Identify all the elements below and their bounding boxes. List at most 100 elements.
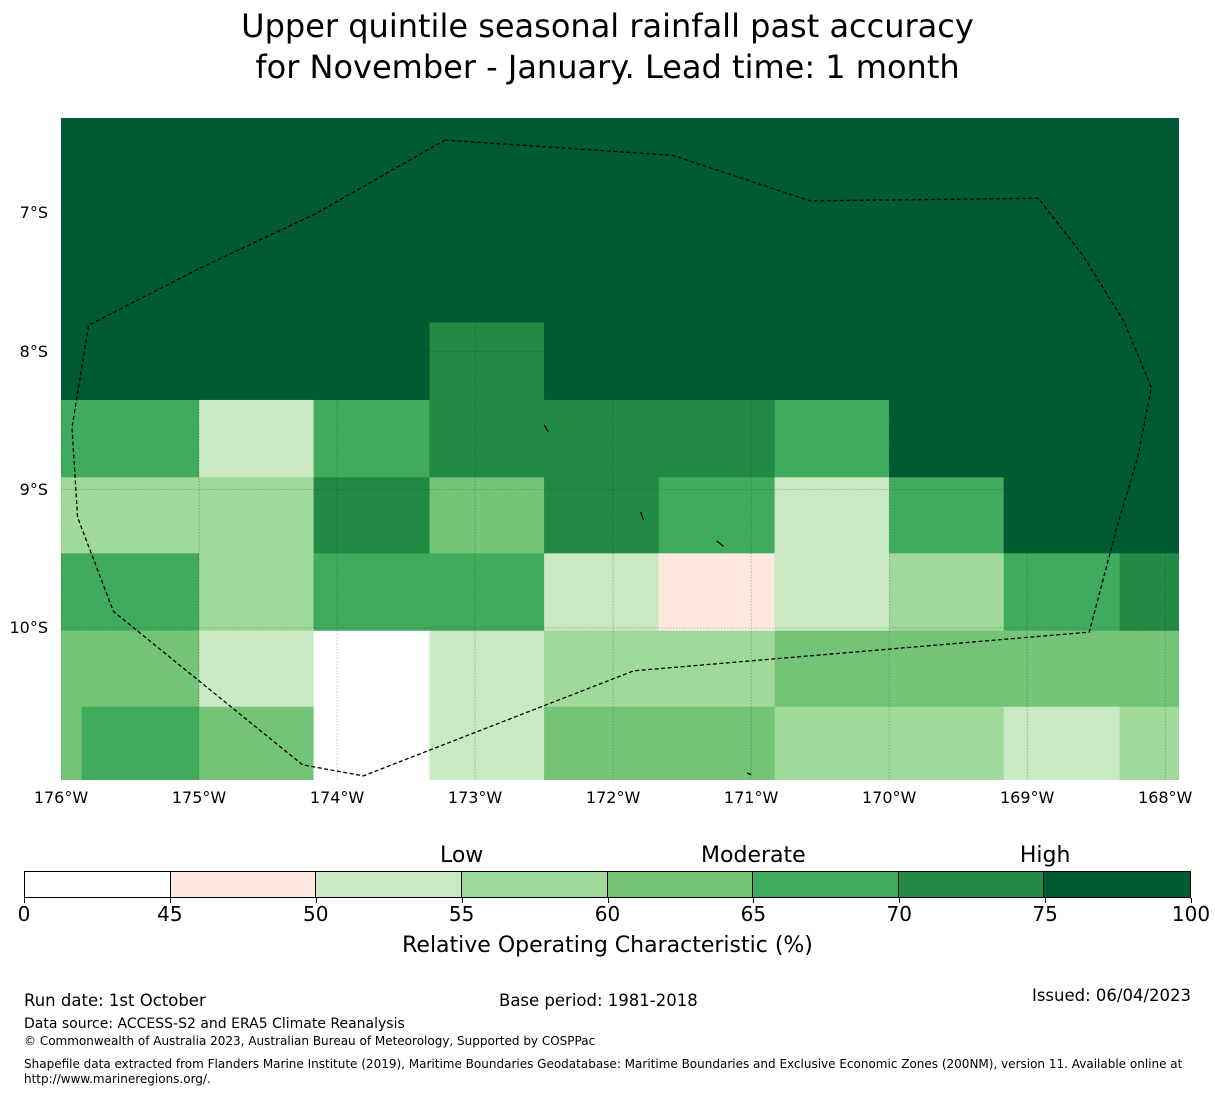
longitude-label: 175°W (171, 788, 227, 807)
heatmap-cell-r0-c1 (199, 118, 315, 249)
heatmap-cell-r4-c2 (313, 477, 431, 554)
colorbar-segment (1044, 872, 1190, 897)
heatmap-cell-r3-c8 (1003, 399, 1121, 478)
heatmap-cell-r4-c9 (1119, 477, 1179, 554)
shapefile-credit: Shapefile data extracted from Flanders M… (24, 1057, 1183, 1086)
base-period: Base period: 1981-2018 (499, 991, 698, 1010)
latitude-label: 7°S (19, 203, 48, 223)
island-coastline-1 (640, 511, 645, 521)
heatmap-cell-r0-c6 (774, 118, 890, 249)
colorbar-tick-label: 0 (17, 902, 31, 926)
legend-category-low: Low (439, 843, 484, 868)
island-coastline-0 (543, 424, 549, 433)
colorbar-tick-mark (1045, 898, 1047, 903)
colorbar-tick-label: 50 (303, 902, 329, 926)
heatmap-cell-r6-c4 (544, 630, 660, 708)
colorbar-segment (898, 872, 1045, 897)
colorbar-segment (25, 872, 171, 897)
colorbar-tick-mark (169, 898, 171, 903)
heatmap-cell-r6-c2 (313, 630, 431, 708)
heatmap-cell-r7-c9 (1119, 706, 1179, 780)
heatmap-cell-r5-c5 (658, 553, 776, 632)
colorbar-tick-mark (753, 898, 755, 903)
heatmap-cell-r1-c3 (429, 247, 545, 324)
colorbar-tick-mark (1191, 898, 1192, 903)
heatmap-cell-r3-c7 (889, 399, 1005, 478)
heatmap-cell-r7-c5 (658, 706, 776, 780)
heatmap-cell-r3-c5 (658, 399, 776, 478)
heatmap-cell-r0-c7 (889, 118, 1005, 249)
heatmap-cell-r7-c0 (61, 706, 200, 780)
legend-category-moderate: Moderate (701, 843, 806, 868)
longitude-label: 174°W (309, 788, 365, 807)
heatmap-cell-r3-c1 (199, 399, 315, 478)
heatmap-cell-r5-c7 (889, 553, 1005, 632)
heatmap-cell-r1-c8 (1003, 247, 1121, 324)
heatmap-cell-r2-c5 (658, 322, 776, 401)
colorbar-tick-mark (24, 898, 25, 903)
heatmap-cell-r2-c2 (313, 322, 431, 401)
data-source: Data source: ACCESS-S2 and ERA5 Climate … (24, 1016, 405, 1032)
colorbar-tick-mark (315, 898, 317, 903)
heatmap-cell-r3-c6 (774, 399, 890, 478)
legend-category-high: High (1019, 843, 1071, 868)
heatmap-cell-r3-c3 (429, 399, 545, 478)
colorbar-tick-label: 70 (886, 902, 912, 926)
eez-boundary-line (71, 139, 1153, 777)
heatmap-cell-r7-c3 (429, 706, 545, 780)
heatmap-cell-r6-c6 (774, 630, 890, 708)
heatmap-cell-r5-c1 (199, 553, 315, 632)
rainfall-accuracy-map (61, 118, 1179, 780)
copyright-notice: © Commonwealth of Australia 2023, Austra… (24, 1034, 596, 1048)
heatmap-cell-r3-c0 (61, 399, 200, 478)
heatmap-cell-r6-c7 (889, 630, 1005, 708)
latitude-label: 10°S (9, 617, 48, 637)
heatmap-cell-r1-c9 (1119, 247, 1179, 324)
heatmap-cell-r7-c2 (313, 706, 431, 780)
heatmap-cell-r0-c4 (544, 118, 660, 249)
colorbar-tick-label: 65 (740, 902, 767, 926)
heatmap-cell-r7-c7 (889, 706, 1005, 780)
colorbar-segment (607, 872, 754, 897)
heatmap-cell-r5-c0 (61, 553, 200, 632)
chart-title-line-2: for November - January. Lead time: 1 mon… (255, 48, 960, 86)
heatmap-cell-r6-c5 (658, 630, 776, 708)
heatmap-cell-r5-c4 (544, 553, 660, 632)
heatmap-cell-r6-c3 (429, 630, 545, 708)
colorbar (24, 871, 1191, 898)
latitude-label: 8°S (19, 341, 48, 361)
heatmap-cell-r1-c7 (889, 247, 1005, 324)
chart-title: Upper quintile seasonal rainfall past ac… (0, 6, 1215, 88)
heatmap-cell-r2-c0 (61, 322, 200, 401)
heatmap-cell-r0-c2 (313, 118, 431, 249)
map-gridlines (61, 118, 1179, 780)
heatmap-cell-r7-c6 (774, 706, 890, 780)
heatmap-cell-r2-c9 (1119, 322, 1179, 401)
heatmap-cell-r5-c6 (774, 553, 890, 632)
colorbar-tick-label: 75 (1032, 902, 1058, 926)
heatmap-cell-r1-c5 (658, 247, 776, 324)
colorbar-tick-mark (899, 898, 901, 903)
heatmap-cell-r6-c1 (199, 630, 315, 708)
longitude-label: 170°W (861, 788, 917, 807)
heatmap-cell-r3-c2 (313, 399, 431, 478)
heatmap-cell-r0-c3 (429, 118, 545, 249)
heatmap-cell-r0-c9 (1119, 118, 1179, 249)
heatmap-cell-r4-c4 (544, 477, 660, 554)
heatmap-cell-r4-c6 (774, 477, 890, 554)
heatmap-cell-r6-c8 (1003, 630, 1121, 708)
colorbar-tick-mark (461, 898, 463, 903)
heatmap-cell-r2-c8 (1003, 322, 1121, 401)
heatmap-cell-r1-c1 (199, 247, 315, 324)
colorbar-title: Relative Operating Characteristic (%) (402, 933, 813, 958)
colorbar-tick-label: 60 (594, 902, 621, 926)
heatmap-cell-r4-c5 (658, 477, 776, 554)
heatmap-cell-r3-c4 (544, 399, 660, 478)
longitude-label: 168°W (1138, 788, 1193, 807)
run-date: Run date: 1st October (24, 991, 206, 1010)
heatmap-cell-r2-c4 (544, 322, 660, 401)
heatmap-cell-r3-c9 (1119, 399, 1179, 478)
longitude-label: 173°W (447, 788, 503, 807)
heatmap-cell-r1-c6 (774, 247, 890, 324)
heatmap-cell-r6-c0 (61, 630, 200, 708)
